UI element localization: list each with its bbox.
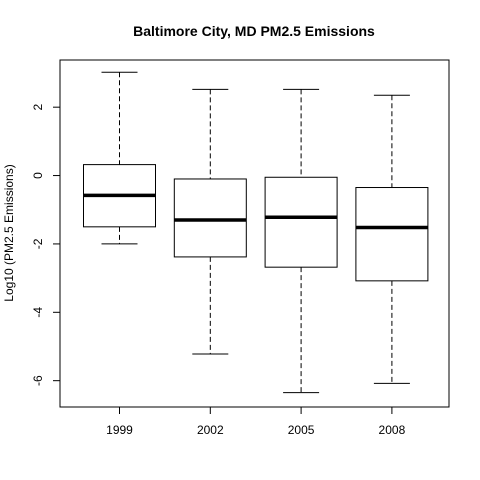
box-iqr (264, 176, 338, 268)
y-tick-label: 2 (31, 104, 45, 111)
x-tick-label: 2005 (288, 423, 315, 437)
y-axis: -6 -4 -2 0 2 (31, 104, 61, 386)
y-axis-label: Log10 (PM2.5 Emissions) (2, 164, 16, 301)
plot-frame (59, 59, 450, 408)
x-tick-label: 2002 (197, 423, 224, 437)
x-tick-label: 2008 (379, 423, 406, 437)
y-tick-label: -2 (31, 238, 45, 249)
chart-title: Baltimore City, MD PM2.5 Emissions (133, 23, 375, 39)
box-2008 (355, 94, 429, 384)
y-tick-label: -4 (31, 307, 45, 318)
y-tick-label: 0 (31, 172, 45, 179)
box-iqr (173, 178, 247, 258)
box-1999 (83, 71, 156, 245)
box-2005 (264, 88, 338, 394)
box-2002 (173, 88, 247, 355)
x-tick-label: 1999 (106, 423, 133, 437)
box-iqr (355, 187, 429, 282)
y-tick-label: -6 (31, 375, 45, 386)
boxes-group (83, 71, 429, 394)
x-axis: 1999 2002 2005 2008 (106, 406, 406, 437)
